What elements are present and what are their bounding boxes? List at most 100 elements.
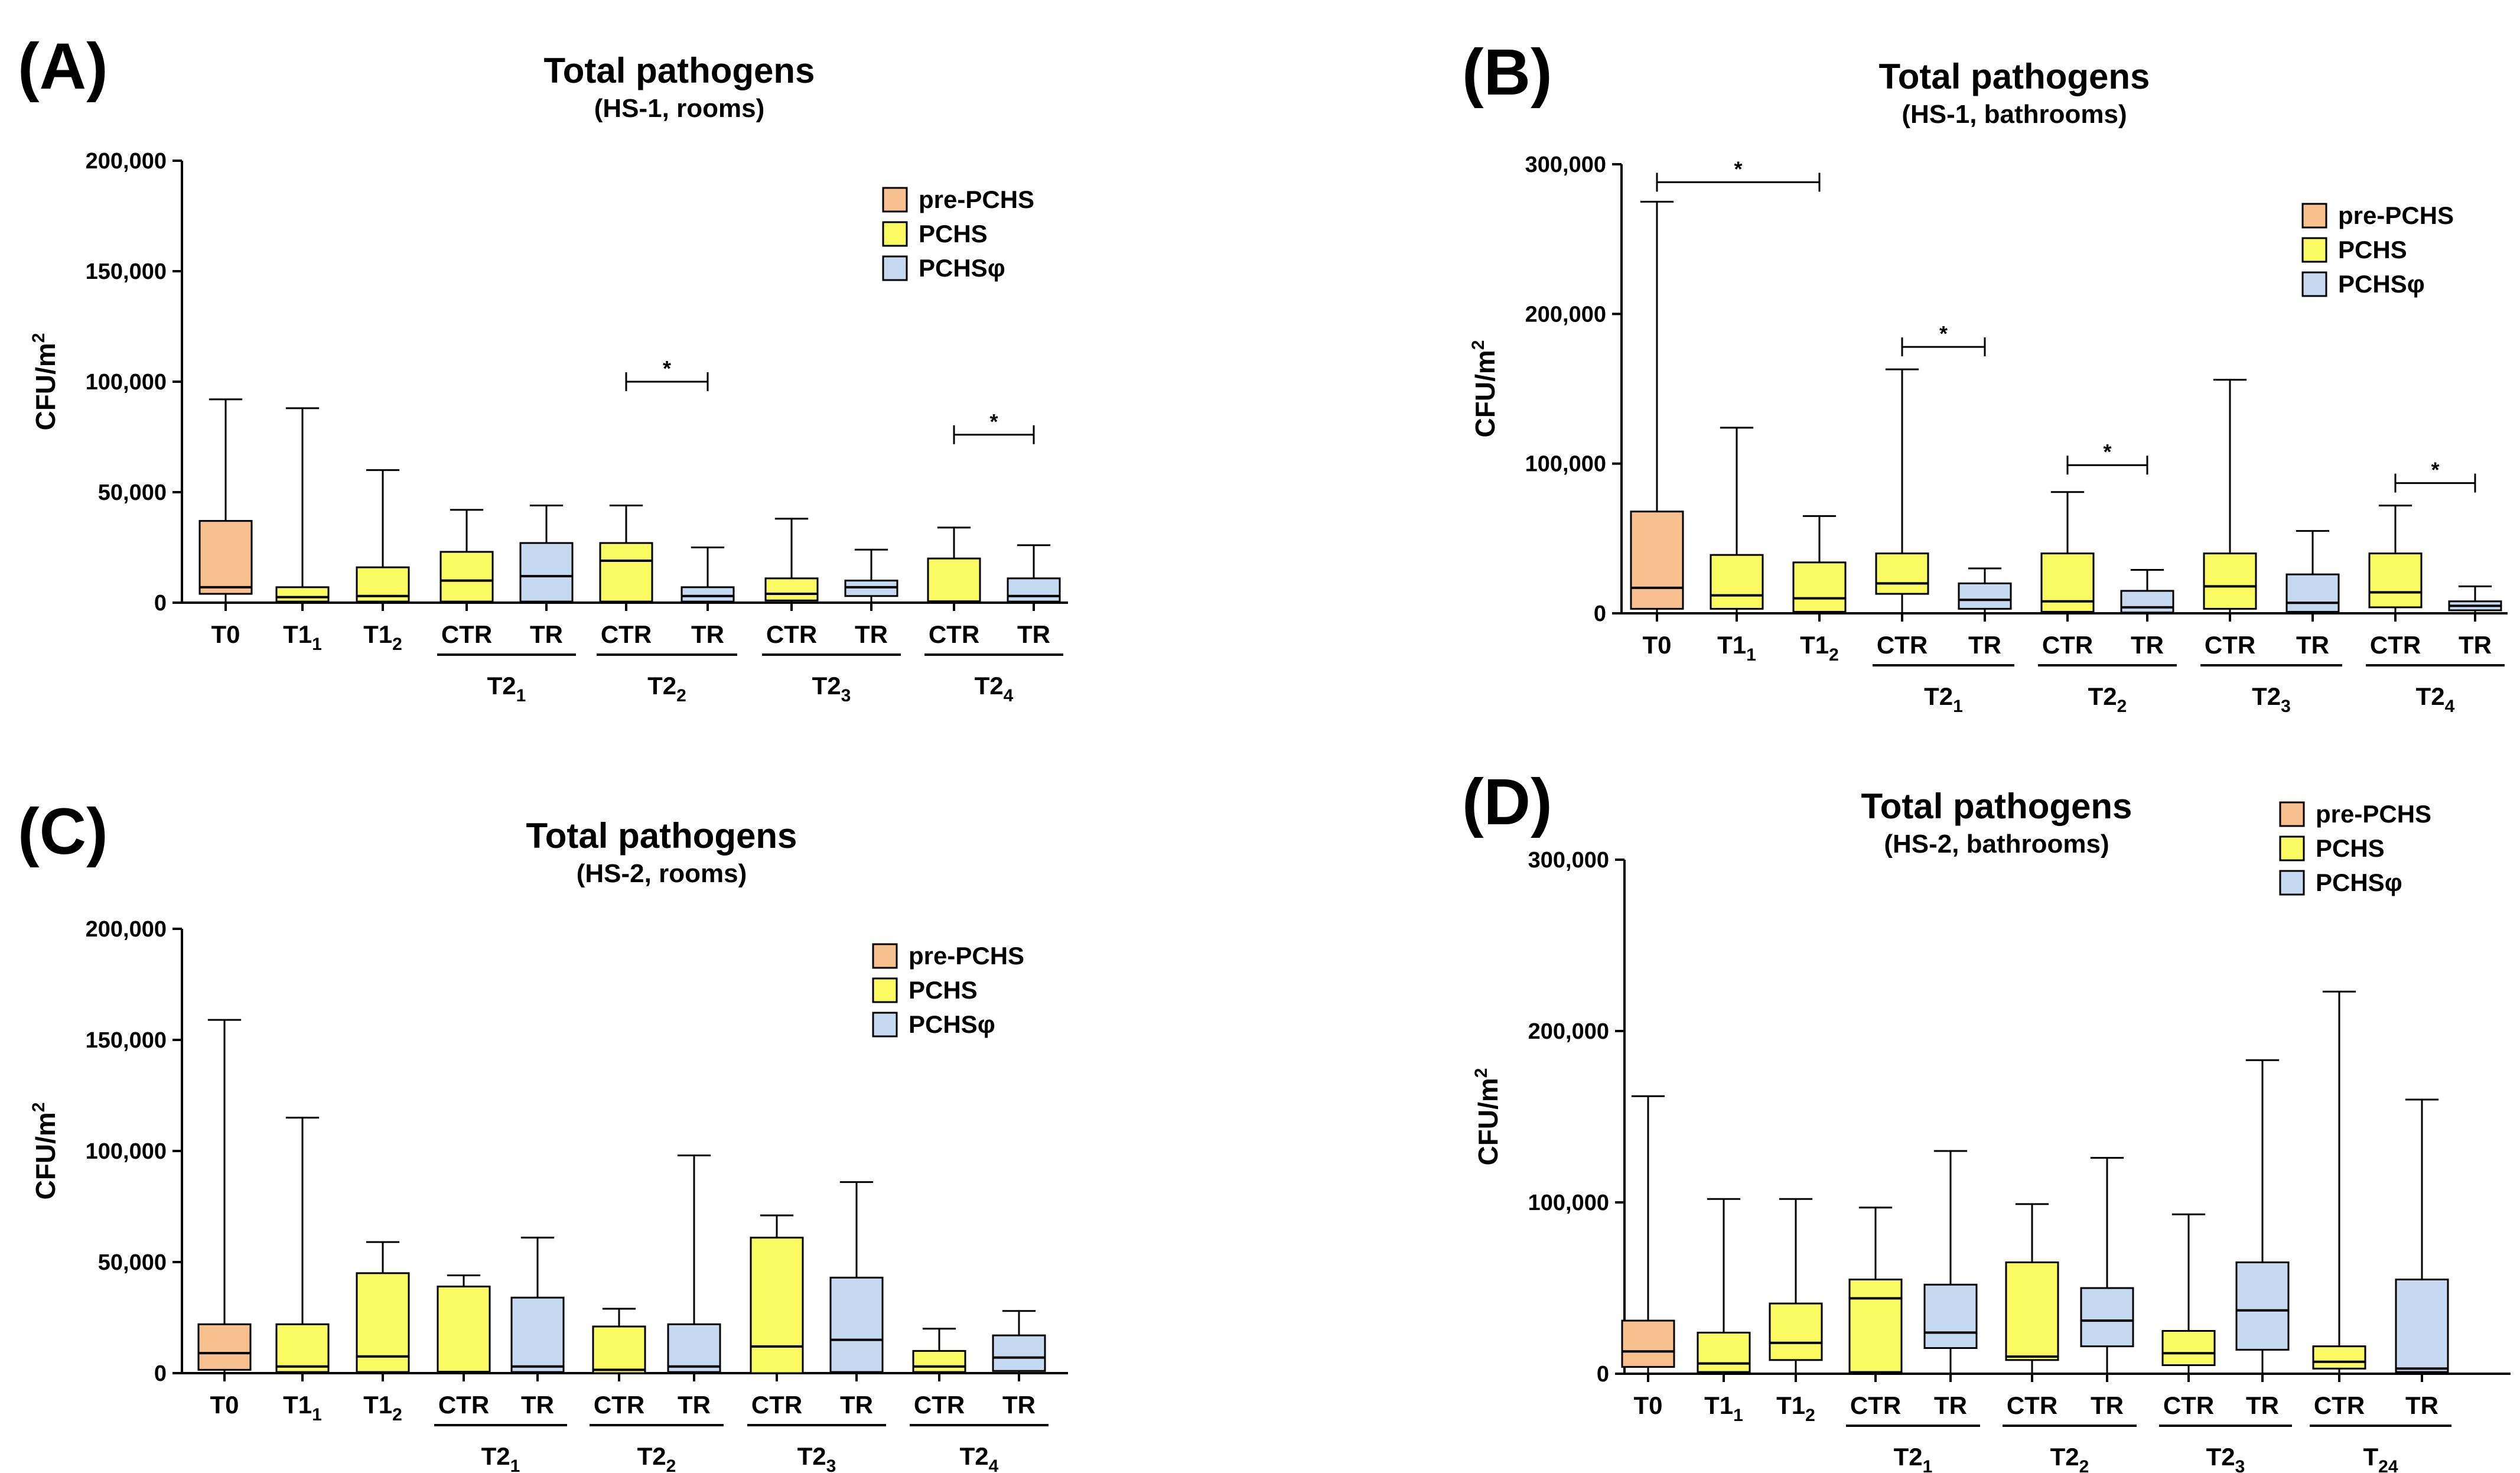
x-tick-label-main: CTR bbox=[2205, 631, 2255, 659]
significance-star: * bbox=[989, 409, 998, 434]
legend-swatch bbox=[2301, 203, 2327, 229]
box-3 bbox=[1848, 1207, 1903, 1375]
group-label: T23 bbox=[2206, 1443, 2245, 1473]
box-7 bbox=[764, 518, 819, 604]
box-1 bbox=[1697, 1198, 1751, 1375]
box-iqr bbox=[2203, 552, 2257, 610]
y-tick-label: 100,000 bbox=[86, 370, 167, 395]
group-label-sub: 2 bbox=[676, 686, 686, 705]
box-iqr bbox=[2161, 1330, 2216, 1366]
box-iqr bbox=[1710, 554, 1764, 610]
box-5 bbox=[2040, 491, 2095, 614]
group-label-main: T2 bbox=[647, 672, 676, 700]
legend-item: pre-PCHS bbox=[882, 186, 1034, 213]
box-4 bbox=[510, 1237, 565, 1374]
significance-0: * bbox=[1656, 157, 1821, 192]
box-iqr bbox=[992, 1334, 1046, 1372]
box-9 bbox=[2368, 505, 2423, 614]
legend-item: pre-PCHS bbox=[872, 942, 1024, 970]
x-tick-label: TR bbox=[2405, 1391, 2438, 1419]
legend-item: PCHSφ bbox=[2301, 270, 2425, 298]
x-tick-label-main: T0 bbox=[211, 620, 240, 648]
y-tick-label: 200,000 bbox=[86, 917, 167, 942]
significance-3: * bbox=[2394, 458, 2476, 493]
group-label: T24 bbox=[2416, 682, 2455, 716]
y-tick-label: 150,000 bbox=[86, 1028, 167, 1053]
chart-title: Total pathogens bbox=[544, 51, 815, 90]
group-label: T22 bbox=[2050, 1443, 2089, 1473]
x-tick-label-main: CTR bbox=[601, 620, 652, 648]
group-label: T24 bbox=[960, 1442, 999, 1473]
box-iqr bbox=[1958, 582, 2012, 610]
legend-label: PCHSφ bbox=[919, 254, 1005, 282]
x-tick-label-main: TR bbox=[678, 1391, 711, 1419]
chart-title: Total pathogens bbox=[526, 816, 797, 856]
y-axis-label: CFU/m2 bbox=[29, 1103, 61, 1200]
legend-label: PCHS bbox=[909, 976, 978, 1004]
x-tick-label: TR bbox=[855, 620, 888, 648]
group-label-main: T2 bbox=[1894, 1443, 1923, 1471]
legend-label: PCHSφ bbox=[909, 1010, 995, 1038]
y-tick-label: 200,000 bbox=[86, 149, 167, 174]
panel-label: (B) bbox=[1462, 36, 1552, 109]
x-tick-label-main: CTR bbox=[1850, 1391, 1901, 1419]
box-iqr bbox=[197, 1323, 252, 1371]
x-tick-label-main: CTR bbox=[929, 620, 979, 648]
legend-label: PCHS bbox=[2338, 236, 2407, 264]
y-axis-label-sup: 2 bbox=[29, 1103, 48, 1113]
legend-label: PCHS bbox=[2316, 834, 2385, 862]
group-label-sub: 24 bbox=[2378, 1457, 2398, 1473]
box-2 bbox=[356, 469, 410, 604]
x-tick-label-main: T1 bbox=[1800, 631, 1829, 659]
box-8 bbox=[829, 1181, 884, 1374]
x-tick-label-main: TR bbox=[1968, 631, 2001, 659]
x-tick-label: CTR bbox=[766, 620, 817, 648]
legend-item: PCHS bbox=[872, 976, 978, 1004]
box-1 bbox=[275, 407, 330, 604]
x-tick-label: T11 bbox=[283, 1391, 322, 1425]
x-tick-label-main: TR bbox=[530, 620, 563, 648]
x-tick-label: CTR bbox=[1850, 1391, 1901, 1419]
box-3 bbox=[439, 509, 494, 604]
legend-label: pre-PCHS bbox=[2316, 800, 2431, 828]
x-tick-label: CTR bbox=[751, 1391, 802, 1419]
x-tick-label-sub: 2 bbox=[1829, 645, 1839, 665]
y-tick-label: 200,000 bbox=[1528, 1019, 1609, 1044]
legend-item: PCHSφ bbox=[882, 254, 1005, 282]
legend-swatch bbox=[882, 187, 908, 213]
group-label: T23 bbox=[812, 672, 851, 705]
x-tick-label-main: T1 bbox=[1704, 1391, 1733, 1419]
significance-star: * bbox=[2431, 458, 2439, 482]
x-tick-label-main: T0 bbox=[210, 1391, 239, 1419]
x-tick-label: TR bbox=[1002, 1391, 1036, 1419]
x-tick-label: T12 bbox=[1776, 1391, 1815, 1425]
x-tick-label-main: T1 bbox=[283, 620, 312, 648]
legend-swatch bbox=[872, 943, 898, 969]
x-tick-label: TR bbox=[2091, 1391, 2124, 1419]
significance-star: * bbox=[663, 356, 671, 381]
box-iqr bbox=[519, 542, 574, 603]
x-tick-label-main: CTR bbox=[2163, 1391, 2214, 1419]
x-tick-label-main: T0 bbox=[1642, 631, 1671, 659]
legend-item: PCHSφ bbox=[872, 1010, 995, 1038]
x-tick-label: TR bbox=[521, 1391, 554, 1419]
x-tick-label-sub: 1 bbox=[1746, 645, 1756, 665]
x-tick-label: CTR bbox=[2314, 1391, 2365, 1419]
group-label-main: T2 bbox=[487, 672, 516, 700]
box-7 bbox=[750, 1214, 804, 1374]
box-0 bbox=[197, 1019, 252, 1374]
x-tick-label: T0 bbox=[211, 620, 240, 648]
x-tick-label: CTR bbox=[929, 620, 979, 648]
x-tick-label: CTR bbox=[914, 1391, 965, 1419]
group-label-main: T2 bbox=[2050, 1443, 2079, 1471]
x-tick-label: TR bbox=[840, 1391, 873, 1419]
group-label-main: T2 bbox=[960, 1442, 989, 1470]
x-tick-label-main: CTR bbox=[2314, 1391, 2365, 1419]
box-1 bbox=[1710, 427, 1764, 614]
x-tick-label-sub: 1 bbox=[312, 635, 322, 654]
x-tick-label-main: TR bbox=[2091, 1391, 2124, 1419]
chart-subtitle: (HS-2, bathrooms) bbox=[1884, 830, 2109, 859]
x-tick-label: T12 bbox=[363, 620, 402, 654]
y-axis-label-sup: 2 bbox=[1471, 1068, 1491, 1078]
y-axis-label-sup: 2 bbox=[1469, 340, 1488, 350]
